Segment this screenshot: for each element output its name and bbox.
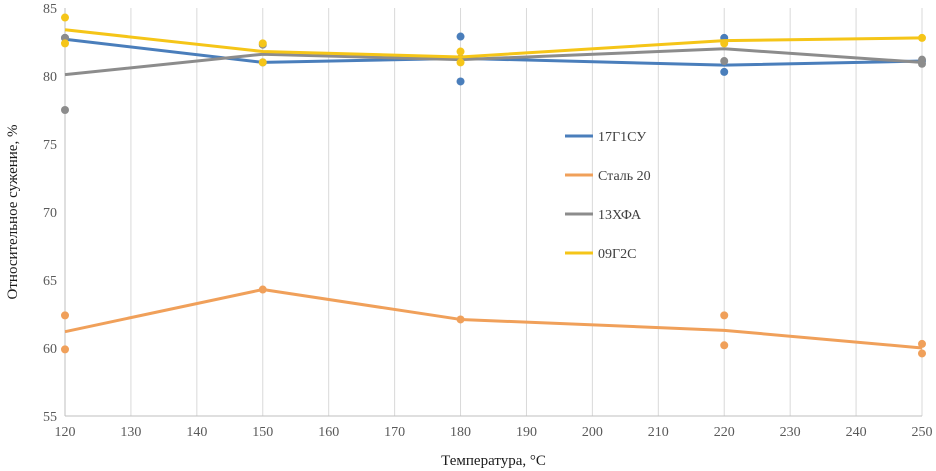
- x-tick-label: 180: [450, 425, 471, 440]
- data-point: [918, 339, 926, 348]
- x-tick-label: 150: [252, 425, 273, 440]
- legend-label: Сталь 20: [598, 169, 651, 184]
- x-tick-label: 140: [186, 425, 207, 440]
- x-tick-label: 230: [780, 425, 801, 440]
- x-tick-label: 220: [714, 425, 735, 440]
- data-point: [61, 345, 69, 354]
- data-point: [258, 39, 267, 48]
- series-3: [61, 33, 926, 114]
- legend-label: 17Г1СУ: [598, 130, 646, 145]
- y-tick-label: 65: [43, 274, 57, 289]
- data-point: [720, 39, 729, 48]
- data-point: [456, 77, 465, 86]
- x-tick-label: 200: [582, 425, 603, 440]
- y-tick-label: 60: [43, 342, 57, 357]
- y-tick-label: 80: [43, 70, 57, 85]
- data-point: [456, 32, 465, 41]
- data-point: [720, 67, 729, 76]
- data-point: [61, 39, 69, 48]
- legend-item: 17Г1СУ: [565, 130, 646, 145]
- data-point: [456, 315, 465, 324]
- x-tick-label: 250: [912, 425, 933, 440]
- data-point: [258, 58, 267, 67]
- data-point: [720, 57, 729, 66]
- data-point: [918, 59, 926, 68]
- legend-label: 09Г2С: [598, 247, 636, 262]
- y-tick-label: 55: [43, 410, 57, 425]
- y-tick-label: 70: [43, 206, 57, 221]
- x-tick-label: 130: [120, 425, 141, 440]
- y-axis-title: Относительное сужение, %: [5, 125, 21, 300]
- axes: 120 130 140 150 160 170 180 190 200 210 220 230 240 2…: [43, 2, 933, 440]
- legend-item: 13ХФА: [565, 208, 642, 223]
- series-4: [61, 13, 926, 67]
- series-line: [64, 28, 923, 59]
- x-tick-label: 210: [648, 425, 669, 440]
- series-line: [64, 47, 923, 77]
- data-point: [720, 311, 729, 320]
- x-tick-label: 190: [516, 425, 537, 440]
- gridlines: [64, 8, 923, 416]
- x-tick-label: 160: [318, 425, 339, 440]
- legend-label: 13ХФА: [598, 208, 642, 223]
- data-point: [456, 47, 465, 56]
- x-tick-label: 240: [846, 425, 867, 440]
- series-2: [61, 285, 926, 358]
- x-tick-label: 170: [384, 425, 405, 440]
- x-axis-title: Температура, °C: [441, 453, 546, 469]
- data-point: [61, 13, 69, 22]
- data-point: [720, 341, 729, 350]
- data-point: [918, 33, 926, 42]
- series-group: [61, 13, 926, 358]
- y-tick-label: 75: [43, 138, 57, 153]
- x-tick-label: 120: [55, 425, 76, 440]
- y-tick-label: 85: [43, 2, 57, 17]
- legend-item: Сталь 20: [565, 169, 651, 184]
- data-point: [258, 285, 267, 294]
- series-line: [64, 288, 923, 350]
- legend: 17Г1СУ Сталь 20 13ХФА 09Г2С: [565, 130, 651, 262]
- data-point: [61, 106, 69, 114]
- data-point: [456, 58, 465, 67]
- data-point: [918, 349, 926, 358]
- legend-item: 09Г2С: [565, 247, 636, 262]
- data-point: [61, 311, 69, 320]
